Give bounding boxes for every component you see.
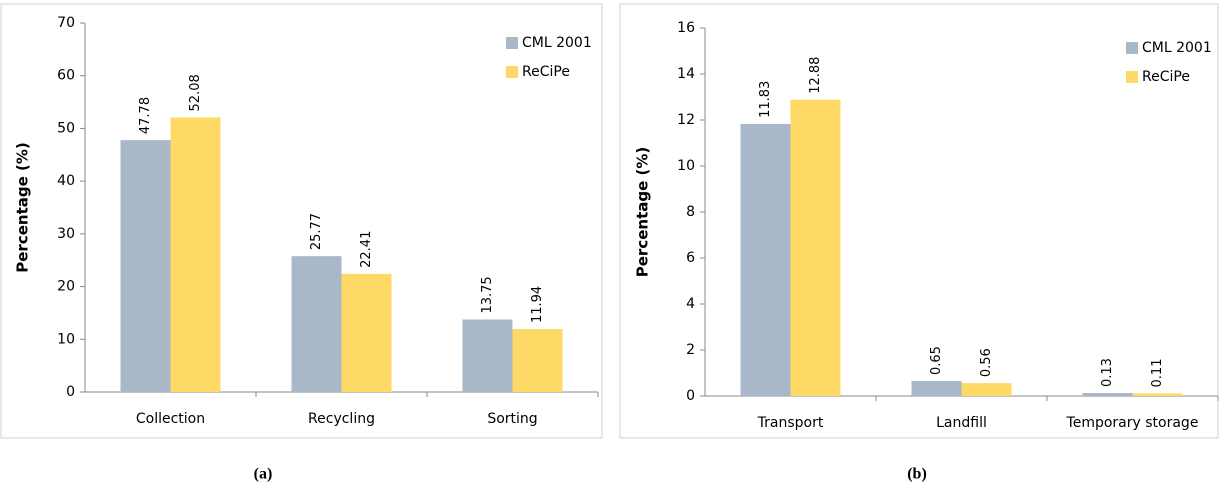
bar bbox=[341, 273, 392, 392]
x-tick-label: Collection bbox=[136, 411, 205, 427]
frame bbox=[619, 3, 1219, 439]
y-tick-label: 10 bbox=[677, 158, 695, 174]
value-label: 12.88 bbox=[808, 57, 823, 94]
frame bbox=[0, 3, 603, 439]
y-tick-label: 0 bbox=[66, 384, 75, 400]
bar bbox=[170, 117, 221, 393]
bar bbox=[790, 99, 841, 396]
y-tick-label: 40 bbox=[57, 173, 75, 189]
y-tick-label: 6 bbox=[686, 250, 695, 266]
bar bbox=[291, 256, 342, 392]
y-tick-label: 30 bbox=[57, 226, 75, 242]
legend-swatch bbox=[506, 66, 518, 78]
legend-swatch bbox=[1126, 71, 1138, 83]
y-tick-label: 14 bbox=[677, 66, 695, 82]
x-tick-label: Landfill bbox=[936, 415, 987, 431]
value-label: 11.83 bbox=[758, 81, 773, 118]
bar bbox=[961, 383, 1012, 396]
value-label: 25.77 bbox=[309, 213, 324, 250]
value-label: 0.65 bbox=[929, 346, 944, 375]
caption: (a) bbox=[254, 466, 273, 483]
legend-label: CML 2001 bbox=[522, 35, 592, 51]
legend-label: ReCiPe bbox=[1142, 69, 1190, 85]
legend-label: ReCiPe bbox=[522, 64, 570, 80]
bar bbox=[120, 140, 171, 392]
y-tick-label: 8 bbox=[686, 204, 695, 220]
y-axis-title: Percentage (%) bbox=[14, 142, 32, 272]
x-tick-label: Temporary storage bbox=[1066, 415, 1199, 431]
value-label: 0.56 bbox=[979, 348, 994, 377]
legend-swatch bbox=[1126, 42, 1138, 54]
y-tick-label: 12 bbox=[677, 112, 695, 128]
value-label: 11.94 bbox=[530, 286, 545, 323]
bar bbox=[911, 381, 962, 396]
legend-swatch bbox=[506, 37, 518, 49]
bar bbox=[740, 123, 791, 396]
x-tick-label: Transport bbox=[757, 415, 824, 431]
y-tick-label: 4 bbox=[686, 296, 695, 312]
y-axis-title: Percentage (%) bbox=[634, 147, 652, 277]
y-tick-label: 70 bbox=[57, 15, 75, 31]
x-tick-label: Sorting bbox=[487, 411, 537, 427]
bar bbox=[512, 329, 563, 392]
y-tick-label: 10 bbox=[57, 331, 75, 347]
value-label: 52.08 bbox=[188, 74, 203, 111]
bar bbox=[1082, 393, 1133, 396]
y-tick-label: 20 bbox=[57, 279, 75, 295]
value-label: 13.75 bbox=[480, 276, 495, 313]
bar bbox=[462, 319, 513, 392]
value-label: 22.41 bbox=[359, 231, 374, 268]
legend-label: CML 2001 bbox=[1142, 40, 1212, 56]
value-label: 0.13 bbox=[1100, 358, 1115, 387]
caption: (b) bbox=[907, 466, 927, 483]
x-tick-label: Recycling bbox=[308, 411, 375, 427]
y-tick-label: 16 bbox=[677, 20, 695, 36]
y-tick-label: 0 bbox=[686, 388, 695, 404]
y-tick-label: 50 bbox=[57, 120, 75, 136]
value-label: 47.78 bbox=[138, 97, 153, 134]
y-tick-label: 2 bbox=[686, 342, 695, 358]
bar bbox=[1132, 393, 1183, 396]
value-label: 0.11 bbox=[1150, 359, 1165, 388]
y-tick-label: 60 bbox=[57, 68, 75, 84]
